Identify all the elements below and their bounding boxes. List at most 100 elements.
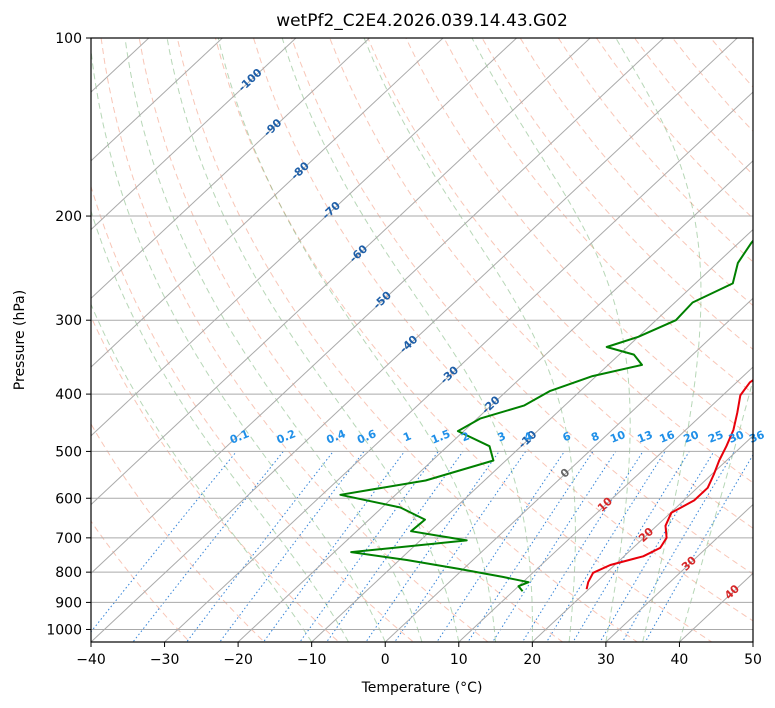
dry-adiabat [138,38,564,642]
moist-adiabat [217,38,497,642]
dry-adiabat [252,38,753,622]
series-line [585,379,753,590]
mixing-ratio-label: 0.4 [325,427,348,446]
y-tick-label: 900 [55,595,82,611]
y-axis-label: Pressure (hPa) [12,290,28,390]
isotherm [91,38,297,231]
mixing-ratio-label: 1 [401,429,413,444]
moist-adiabat [678,378,753,642]
y-tick-label: 400 [55,387,82,403]
y-tick-label: 100 [55,31,82,47]
isotherm [678,572,753,642]
dry-adiabat [291,38,753,575]
moist-adiabat [124,38,423,642]
x-tick-label: 0 [381,652,390,668]
mixing-ratio-label: 2 [460,429,472,444]
dry-adiabat [91,184,415,642]
isotherm [91,38,739,642]
mixing-ratio-label: 25 [706,428,725,446]
mixing-ratio-line [326,451,464,642]
isotherm [310,228,753,642]
mixing-ratio-label: 6 [561,429,573,444]
dry-adiabat [91,423,265,642]
isotherm [605,503,753,642]
mixing-ratio-line [644,453,753,642]
mixing-ratio-label: 16 [658,428,677,446]
moist-adiabat [91,303,313,642]
mixing-ratio-label: 10 [608,428,627,446]
isotherm [752,641,753,642]
mixing-ratio-line [91,451,237,633]
dry-adiabat [443,38,753,395]
dry-adiabat [595,38,753,219]
dry-adiabat [214,38,713,642]
mixing-ratio-line [546,451,666,642]
dry-adiabat [91,315,340,642]
x-tick-label: 40 [670,652,688,668]
mixing-ratio-label: 3 [496,429,508,444]
isotherm [91,38,518,437]
moist-adiabat [166,38,460,642]
y-tick-label: 700 [55,531,82,547]
mixing-ratio-line [219,451,365,642]
dry-adiabat [748,38,753,44]
x-tick-label: 10 [450,652,468,668]
mixing-ratio-label: 13 [636,428,655,446]
isotherm [91,38,444,368]
moist-adiabat [363,38,576,642]
isotherm [384,297,753,642]
y-tick-label: 1000 [46,623,82,639]
plot-frame [90,37,754,643]
mixing-ratio-label: 0.2 [275,427,298,446]
mixing-ratio-line [436,451,565,642]
y-tick-label: 500 [55,444,82,460]
mixing-ratio-label: 0.1 [228,427,251,446]
isotherm [237,160,753,642]
x-tick-label: −20 [223,652,253,668]
isotherm [458,366,753,642]
moist-adiabat [281,38,533,642]
dry-adiabat [367,38,753,484]
x-tick-label: 50 [744,652,762,668]
y-tick-label: 200 [55,209,82,225]
x-tick-label: −40 [76,652,106,668]
mixing-ratio-label: 30 [727,428,746,446]
mixing-ratio-line [132,451,284,642]
mixing-ratio-label: 36 [747,428,766,446]
x-tick-label: −30 [150,652,180,668]
x-axis-label: Temperature (°C) [361,680,483,696]
isotherm-label: -100 [236,66,265,95]
isotherm [91,38,371,299]
mixing-ratio-label: 8 [589,429,601,444]
dry-adiabat [405,38,753,439]
mixing-ratio-label: 0.6 [355,427,378,446]
x-tick-label: 30 [597,652,615,668]
x-tick-label: −10 [297,652,327,668]
dry-adiabat [671,38,753,132]
mixing-ratio-line [185,451,334,642]
series-line [339,239,753,592]
y-tick-label: 800 [55,565,82,581]
moist-adiabat [615,38,702,642]
moist-adiabat [471,38,631,642]
moist-adiabat [91,209,349,642]
x-tick-label: 20 [523,652,541,668]
dry-adiabat [481,38,753,351]
y-tick-label: 600 [55,491,82,507]
dry-adiabat [176,38,639,642]
dry-adiabat [764,11,775,654]
dry-adiabat [557,38,753,263]
isotherm [91,38,665,574]
isotherm [531,435,753,642]
isotherm [163,91,753,642]
mixing-ratio-line [262,451,405,642]
mixing-ratio-line [622,451,735,642]
mixing-ratio-label: 20 [682,428,701,446]
mixing-ratio-line [521,451,644,642]
y-tick-label: 300 [55,313,82,329]
chart-title: wetPf2_C2E4.2026.039.14.43.G02 [276,11,568,31]
dry-adiabat [710,38,753,88]
isotherm [91,38,591,506]
dry-adiabat [91,520,191,642]
